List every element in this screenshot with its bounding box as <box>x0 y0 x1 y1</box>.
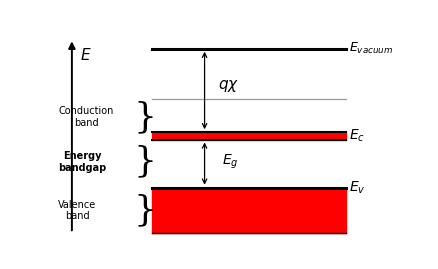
Text: $q\chi$: $q\chi$ <box>218 78 239 94</box>
Text: $E_v$: $E_v$ <box>348 179 365 196</box>
Text: Energy
bandgap: Energy bandgap <box>58 151 106 172</box>
Text: $E$: $E$ <box>80 47 92 63</box>
Text: }: } <box>133 145 156 179</box>
Text: }: } <box>133 193 156 227</box>
Text: }: } <box>133 100 156 134</box>
Text: $E_{vacuum}$: $E_{vacuum}$ <box>348 41 392 56</box>
Text: Valence
band: Valence band <box>58 200 96 221</box>
Text: Conduction
band: Conduction band <box>58 107 113 128</box>
Text: $E_g$: $E_g$ <box>221 153 238 171</box>
Text: $E_c$: $E_c$ <box>348 128 364 144</box>
